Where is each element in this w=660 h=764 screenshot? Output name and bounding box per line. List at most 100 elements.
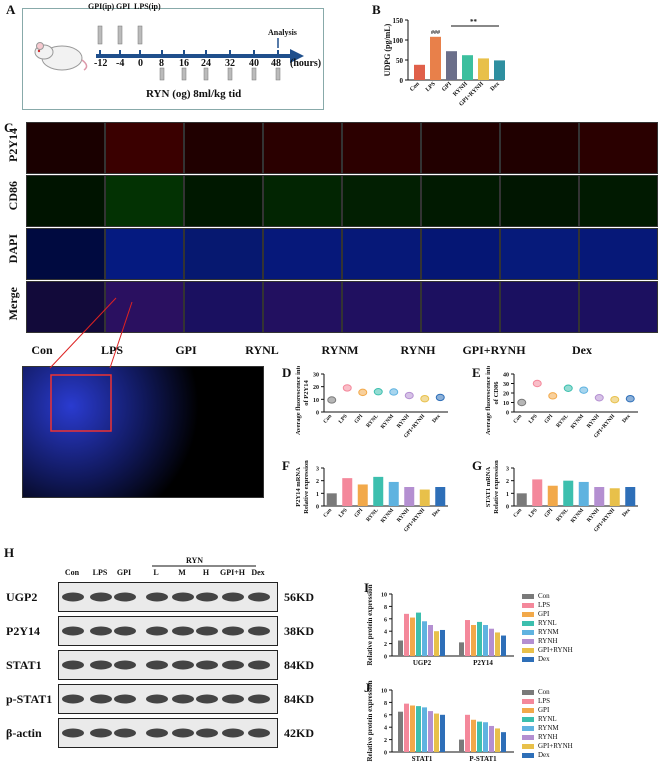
y-axis-label-line1: P2Y14 mRNA (295, 467, 302, 507)
band (222, 660, 244, 670)
bar-p2y14-rynh (489, 628, 494, 656)
category-label: RYNL (555, 507, 570, 523)
point-lps (532, 379, 542, 388)
y-tick-label: 6 (384, 713, 387, 719)
legend-swatch (522, 611, 534, 617)
blot-strip-p-stat1 (58, 684, 278, 714)
band (146, 728, 168, 738)
category-label: UGP2 (413, 659, 432, 667)
point-rynh (404, 391, 414, 400)
column-label-rynl: RYNL (245, 343, 279, 357)
band (114, 660, 136, 670)
timeline-dosing: RYN (og) 8ml/kg tid (146, 88, 242, 100)
row-label-dapi: DAPI (6, 234, 20, 264)
y-tick-label: 8 (384, 701, 387, 707)
panel-label-c: C (4, 120, 14, 135)
protein-label-stat1: STAT1 (6, 658, 42, 672)
y-tick-label: 10 (313, 398, 319, 404)
y-tick-label: 0 (506, 505, 509, 511)
protein-label--actin: β-actin (6, 726, 42, 740)
blot-bands (62, 694, 270, 704)
legend-swatch (522, 716, 534, 722)
y-axis-label-line2: of CD86 (493, 381, 500, 405)
tick-24: 24 (201, 58, 211, 69)
point-dex (625, 395, 635, 403)
y-tick-label: 4 (384, 726, 387, 732)
band (172, 694, 194, 704)
micro-merge-lps (105, 281, 184, 333)
category-label: LPS (528, 413, 539, 425)
point-lps (342, 384, 352, 392)
legend-item-con: Con (522, 688, 550, 696)
category-label: STAT1 (412, 755, 433, 763)
band (114, 728, 136, 738)
timeline-label-lps: LPS(ip) (134, 2, 161, 11)
protein-label-p-stat1: p-STAT1 (6, 692, 53, 706)
bar-con (326, 493, 337, 506)
bar-p-stat1-rynl (477, 721, 482, 752)
column-label-rynm: RYNM (321, 343, 359, 357)
panel-label-i: I (364, 580, 370, 595)
legend-swatch (522, 593, 534, 599)
bar-p-stat1-gpi-rynh (495, 728, 500, 752)
category-label: Con (409, 81, 421, 93)
legend-item-dex: Dex (522, 655, 550, 663)
blot-bands (62, 592, 270, 602)
point-gpi (548, 392, 558, 400)
panel-label-b: B (372, 2, 381, 17)
band (172, 660, 194, 670)
y-axis-label-line1: Average fluorescence intensity (485, 366, 492, 435)
molecular-weight-ugp2: 56KD (284, 590, 314, 604)
bar-gpi-rynh (478, 58, 489, 80)
point-con (517, 398, 527, 407)
lane-label-m: M (178, 568, 186, 577)
bar-rynm (388, 481, 399, 506)
category-label: Dex (490, 81, 501, 92)
band (114, 694, 136, 704)
y-tick-label: 0 (506, 411, 509, 417)
legend-swatch (522, 638, 534, 644)
bar-ugp2-dex (440, 629, 445, 656)
micro-dapi-rynm (342, 228, 421, 280)
legend-item-rynm: RYNM (522, 628, 559, 636)
y-axis-label-line1: Average fluorescence intensity (295, 366, 302, 435)
row-label-p2y14: P2Y14 (6, 128, 20, 162)
category-label: RYNH (396, 413, 411, 430)
band (146, 660, 168, 670)
y-axis-label: Relative protein expression (366, 584, 374, 665)
bar-stat1-lps (404, 703, 409, 752)
category-label: Dex (621, 413, 632, 424)
bar-gpi (357, 484, 368, 506)
legend-swatch (522, 743, 534, 749)
chart-i-protein: 0 2 4 6 8 10 UGP2 P2Y14 Relative protein express… (366, 584, 514, 667)
band (62, 694, 84, 704)
category-label: P-STAT1 (469, 755, 497, 763)
band (248, 626, 270, 636)
band (196, 592, 218, 602)
molecular-weight-p-stat1: 84KD (284, 692, 314, 706)
point-rynm (389, 388, 399, 396)
category-label: RYNM (380, 507, 396, 524)
band (172, 626, 194, 636)
micro-cd86-gpi (184, 175, 263, 227)
category-label: LPS (338, 507, 349, 519)
legend-item-gpi: GPI (522, 610, 549, 618)
zoom-lines (49, 297, 133, 369)
legend-label: GPI (538, 706, 550, 714)
legend-swatch (522, 734, 534, 740)
legend-label: LPS (538, 601, 551, 609)
y-axis-label-line2: of P2Y14 (303, 380, 310, 406)
band (222, 592, 244, 602)
bar-rynh (404, 487, 415, 506)
legend-swatch (522, 752, 534, 758)
y-tick-label: 30 (313, 373, 319, 379)
bar-dex (625, 487, 636, 506)
protein-label-p2y14: P2Y14 (6, 624, 40, 638)
band (248, 728, 270, 738)
band (248, 660, 270, 670)
bar-ugp2-con (398, 640, 403, 656)
molecular-weight-stat1: 84KD (284, 658, 314, 672)
category-label: RYNM (570, 413, 586, 430)
point-con (327, 396, 337, 404)
bar-stat1-gpi (410, 705, 415, 752)
